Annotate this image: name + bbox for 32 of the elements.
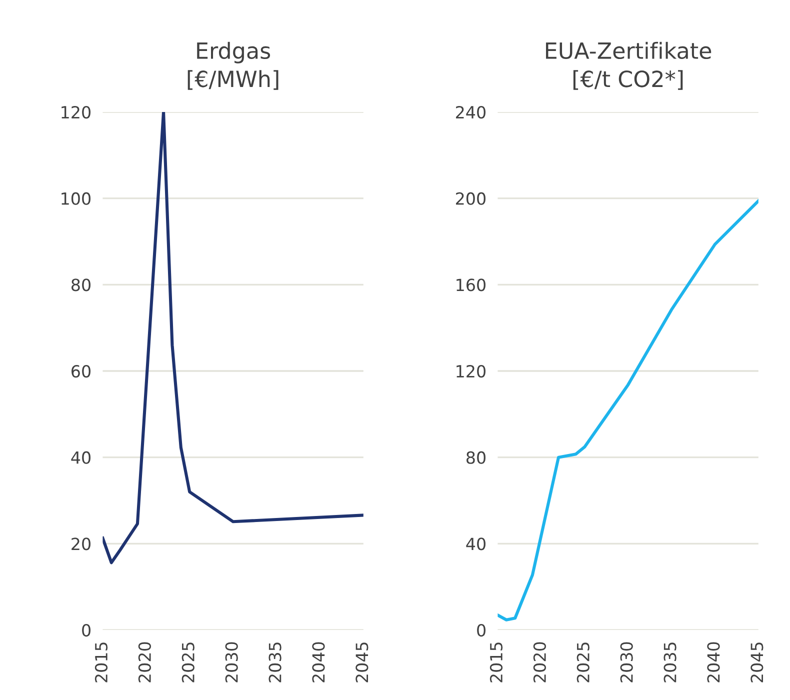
x-tick-label: 2045 <box>356 642 368 682</box>
y-tick-label: 80 <box>466 451 486 464</box>
y-tick-label: 240 <box>456 106 486 119</box>
x-tick-label: 2015 <box>94 642 108 682</box>
y-tick-label: 160 <box>456 278 486 292</box>
x-tick-label: 2025 <box>576 642 590 682</box>
x-tick-label: 2045 <box>750 642 764 682</box>
x-tick-label: 2035 <box>664 642 676 682</box>
x-tick-label: 2040 <box>707 642 720 682</box>
x-tick-label: 2015 <box>490 642 503 682</box>
x-tick-label: 2020 <box>138 642 151 682</box>
y-tick-label: 120 <box>456 364 486 378</box>
y-tick-label: 60 <box>72 364 90 378</box>
y-tick-label: 40 <box>71 451 90 464</box>
line-series <box>102 112 364 564</box>
chart-title: EUA-Zertifikate [€/t CO2*] <box>546 42 712 90</box>
y-tick-label: 100 <box>62 192 90 205</box>
x-tick-label: 2040 <box>312 642 325 682</box>
x-tick-label: 2025 <box>182 642 194 682</box>
y-tick-label: 20 <box>72 538 90 550</box>
x-tick-label: 2030 <box>225 642 238 682</box>
y-tick-label: 200 <box>456 192 486 205</box>
chart-title: Erdgas [€/MWh] <box>188 42 278 90</box>
x-tick-label: 2020 <box>533 642 546 682</box>
y-tick-label: 0 <box>82 624 90 637</box>
y-tick-label: 120 <box>62 106 90 119</box>
x-tick-label: 2035 <box>268 642 282 682</box>
y-tick-label: 40 <box>466 538 486 550</box>
line-series <box>498 199 758 622</box>
y-tick-label: 0 <box>477 624 486 637</box>
y-tick-label: 80 <box>72 278 90 292</box>
x-tick-label: 2030 <box>620 642 633 682</box>
